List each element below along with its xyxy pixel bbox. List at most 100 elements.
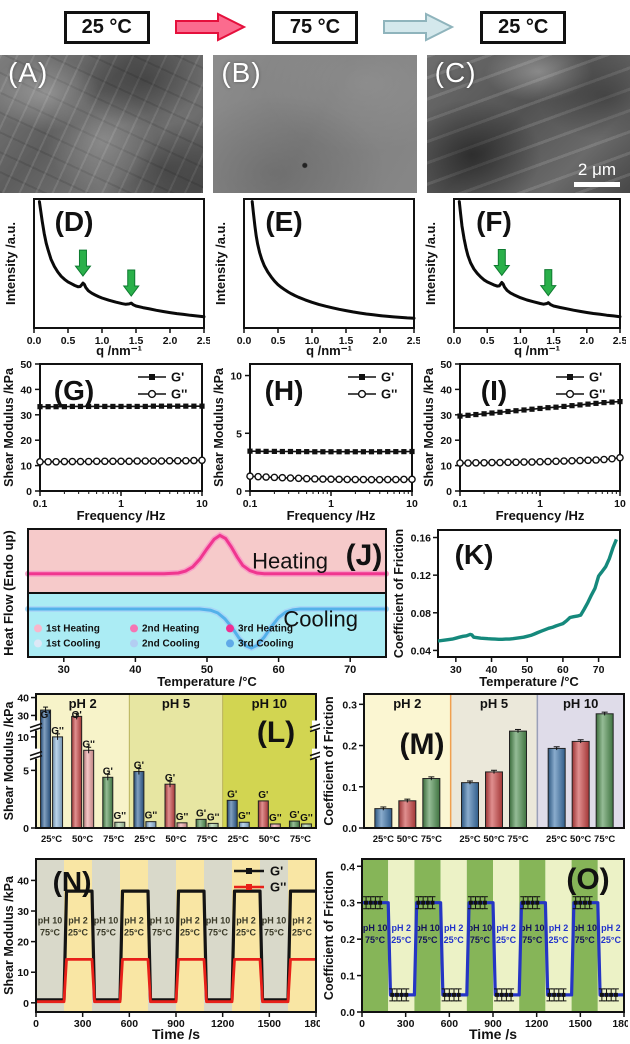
svg-text:pH 2: pH 2 — [292, 915, 312, 925]
svg-text:pH 2: pH 2 — [68, 915, 88, 925]
svg-text:Intensity /a.u.: Intensity /a.u. — [214, 222, 228, 305]
svg-text:10: 10 — [440, 461, 452, 473]
svg-text:75°C: 75°C — [421, 834, 442, 845]
svg-text:Shear Modulus /kPa: Shear Modulus /kPa — [2, 875, 16, 995]
svg-text:0.1: 0.1 — [33, 498, 48, 510]
svg-text:0: 0 — [33, 1018, 39, 1030]
saxs-curve-F — [457, 200, 622, 319]
svg-text:50°C: 50°C — [397, 834, 418, 845]
svg-text:G': G' — [227, 789, 237, 800]
svg-text:G'': G'' — [207, 812, 220, 823]
chart-panel-D-svg: 0.0 0.5 1.0 1.5 2.0 2.5 q /nm⁻¹ Intensity /a.u.… — [3, 198, 211, 358]
svg-text:1.0: 1.0 — [305, 335, 320, 347]
temp-box-mid: 75 °C — [271, 10, 359, 44]
svg-text:10: 10 — [196, 498, 208, 510]
bar-pH5-75°C-Gp — [195, 818, 207, 829]
svg-text:(N): (N) — [53, 866, 92, 897]
sem-image-a: (A) — [0, 55, 204, 193]
svg-text:pH 10: pH 10 — [252, 696, 287, 711]
svg-text:75°C: 75°C — [522, 935, 543, 945]
svg-text:G': G' — [258, 790, 268, 801]
svg-text:Frequency /Hz: Frequency /Hz — [77, 508, 166, 523]
svg-text:0.2: 0.2 — [340, 934, 355, 946]
svg-text:0.3: 0.3 — [342, 699, 357, 711]
svg-text:2nd Cooling: 2nd Cooling — [142, 638, 200, 649]
svg-text:pH 10: pH 10 — [468, 923, 493, 933]
svg-text:75°C: 75°C — [470, 935, 491, 945]
svg-text:0.1: 0.1 — [342, 782, 357, 794]
chart-panel-I: 0.1 1 10 0 10 20 30 40 50 Frequency /Hz Shear Modu… — [422, 359, 628, 523]
svg-text:60: 60 — [557, 664, 569, 676]
svg-text:G': G' — [289, 810, 299, 821]
temp-box-end: 25 °C — [480, 10, 567, 44]
svg-text:10: 10 — [20, 461, 32, 473]
svg-text:50: 50 — [440, 360, 452, 371]
svg-text:50°C: 50°C — [483, 834, 504, 845]
svg-text:75°C: 75°C — [152, 927, 173, 937]
svg-text:(D): (D) — [55, 206, 94, 237]
svg-text:(E): (E) — [265, 206, 302, 237]
svg-text:75°C: 75°C — [365, 935, 386, 945]
svg-text:40: 40 — [440, 384, 452, 396]
svg-text:pH 10: pH 10 — [572, 923, 597, 933]
svg-text:G'': G'' — [270, 880, 286, 895]
cooling-curve — [28, 607, 386, 650]
svg-text:1200: 1200 — [525, 1018, 549, 1030]
svg-text:G'': G'' — [171, 387, 187, 402]
svg-text:10: 10 — [614, 498, 626, 510]
svg-text:0.16: 0.16 — [411, 533, 432, 545]
chart-panel-H: 0.1 1 10 0 5 10 Frequency /Hz Shear Modulus /kP… — [212, 360, 420, 523]
svg-text:G': G' — [165, 773, 175, 784]
svg-text:0.1: 0.1 — [340, 971, 355, 983]
svg-text:1st Heating: 1st Heating — [46, 623, 100, 634]
svg-text:40: 40 — [486, 664, 498, 676]
svg-text:25°C: 25°C — [228, 834, 249, 845]
svg-text:0: 0 — [236, 486, 242, 498]
sem-label-a: (A) — [8, 57, 49, 88]
svg-text:1st Cooling: 1st Cooling — [46, 638, 100, 649]
chart-panel-N-svg: pH 10 75°C pH 2 25°C pH 10 75°C pH 2 25°C pH 10 7… — [2, 858, 328, 1042]
svg-text:300: 300 — [397, 1018, 415, 1030]
chart-panel-J: 30 40 50 60 70 Temperature /°C Heat Flow (Endo… — [1, 525, 390, 689]
bar-pH2-25°C-Gpp — [52, 736, 64, 829]
svg-text:0.5: 0.5 — [61, 335, 76, 347]
svg-text:pH 10: pH 10 — [206, 915, 231, 925]
svg-text:75°C: 75°C — [417, 935, 438, 945]
svg-text:pH 2: pH 2 — [549, 923, 569, 933]
svg-text:G'': G'' — [381, 387, 397, 402]
svg-text:75°C: 75°C — [208, 927, 229, 937]
svg-text:(F): (F) — [476, 206, 512, 237]
svg-text:Intensity /a.u.: Intensity /a.u. — [4, 222, 18, 305]
bar-pH2-50°C — [398, 800, 417, 829]
svg-text:G'': G'' — [176, 812, 189, 823]
svg-text:pH 10: pH 10 — [38, 915, 63, 925]
heating-curve — [28, 533, 386, 576]
peak-arrow-icon — [122, 269, 140, 297]
svg-text:10: 10 — [230, 371, 242, 383]
svg-text:Coefficient of Friction: Coefficient of Friction — [322, 696, 336, 825]
svg-text:pH 5: pH 5 — [162, 696, 190, 711]
svg-text:5: 5 — [236, 428, 242, 440]
svg-text:(L): (L) — [257, 716, 295, 749]
svg-text:(O): (O) — [566, 863, 609, 896]
bar-pH2-50°C-Gp — [71, 715, 83, 829]
svg-text:0.1: 0.1 — [243, 498, 258, 510]
svg-text:50: 50 — [201, 664, 213, 676]
svg-text:(M): (M) — [400, 728, 445, 761]
svg-text:Cooling: Cooling — [283, 606, 358, 631]
chart-panel-H-svg: 0.1 1 10 0 5 10 Frequency /Hz Shear Modulus /kP… — [212, 363, 418, 523]
svg-text:pH 2: pH 2 — [601, 923, 621, 933]
chart-panel-I-svg: 0.1 1 10 0 10 20 30 40 50 Frequency /Hz Shear Modu… — [422, 359, 626, 523]
svg-text:Shear Modulus /kPa: Shear Modulus /kPa — [2, 701, 16, 821]
svg-text:25°C: 25°C — [459, 834, 480, 845]
svg-text:pH 2: pH 2 — [393, 696, 421, 711]
svg-text:G': G' — [103, 766, 113, 777]
svg-text:3rd Heating: 3rd Heating — [238, 623, 293, 634]
svg-text:40: 40 — [20, 384, 32, 396]
svg-text:25°C: 25°C — [292, 927, 313, 937]
cycle-series-CoF — [362, 901, 624, 997]
bar-pH5-50°C-Gp — [164, 783, 176, 829]
svg-text:70: 70 — [344, 664, 356, 676]
